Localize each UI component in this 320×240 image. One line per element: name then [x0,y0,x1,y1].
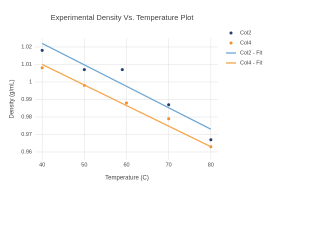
y-tick-label: 0.97 [21,132,32,138]
y-tick-label: 1 [29,79,32,85]
y-tick-label: 0.96 [21,149,32,155]
page: Experimental Density Vs. Temperature Plo… [9,12,263,182]
fit-line [41,63,212,148]
legend-swatch [229,41,233,45]
y-tick-label: 1.02 [21,44,32,50]
y-tick-label: 0.98 [21,114,32,120]
point [167,103,171,107]
x-axis-label: Temperature (C) [105,176,149,182]
point [40,66,44,70]
x-tick-label: 60 [123,162,129,168]
legend-label: Col4 - Fit [240,60,263,66]
point [120,68,124,72]
y-tick-label: 1.01 [21,62,32,68]
y-tick-label: 0.99 [21,97,32,103]
legend-swatch [229,31,233,35]
point [125,101,128,105]
point [40,48,44,52]
x-tick-label: 80 [208,162,214,168]
point [209,138,213,142]
chart: Experimental Density Vs. Temperature Plo… [10,13,263,182]
y-axis-label: Density (g/mL) [10,79,16,118]
x-tick-label: 50 [81,162,87,168]
x-tick-label: 70 [166,162,172,168]
x-tick-label: 40 [39,162,45,168]
chart-title: Experimental Density Vs. Temperature Plo… [51,13,195,22]
point [82,68,86,72]
fit-line [41,42,212,130]
legend-label: Col2 - Fit [240,50,263,56]
legend-label: Col2 [240,30,251,36]
point [167,117,171,121]
legend-label: Col4 [240,40,251,46]
